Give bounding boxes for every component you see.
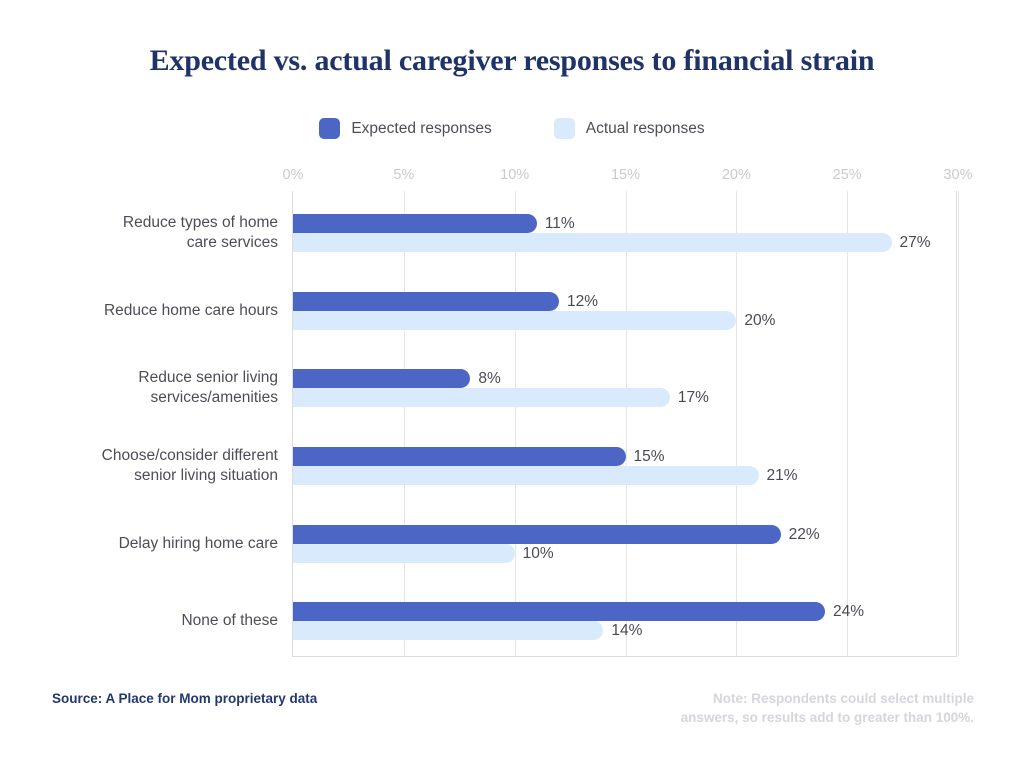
bar-actual[interactable] <box>293 621 604 641</box>
bar-actual[interactable] <box>293 233 892 252</box>
legend-label-0: Expected responses <box>351 119 492 137</box>
x-axis-tick-label: 20% <box>721 167 751 183</box>
bar-value-label: 8% <box>478 370 501 388</box>
x-axis-tick-label: 10% <box>500 167 530 183</box>
bar-expected[interactable] <box>293 291 559 311</box>
category-label: Delay hiring home care <box>20 534 278 554</box>
bar-group: 8% 17% <box>293 346 956 424</box>
category-label-line: None of these <box>181 612 278 630</box>
bar-value-label: 21% <box>766 467 798 484</box>
bar-actual[interactable] <box>293 388 670 408</box>
bar-expected[interactable] <box>293 447 626 466</box>
bar-actual[interactable] <box>293 466 759 485</box>
bar-value-label: 20% <box>744 311 776 329</box>
category-label-line: care services <box>186 234 278 251</box>
disclaimer-line-2: answers, so results add to greater than … <box>680 710 974 725</box>
bar-expected[interactable] <box>293 602 825 622</box>
x-axis-tick-label: 5% <box>393 167 415 183</box>
category-label: None of these <box>20 611 278 631</box>
category-label-line: senior living situation <box>134 467 278 484</box>
category-label: Reduce home care hours <box>20 301 278 321</box>
bar-group: 15% 21% <box>293 424 956 502</box>
legend-label-1: Actual responses <box>585 119 705 137</box>
x-axis-tick-label: 25% <box>832 167 862 183</box>
category-axis-labels: Reduce types of home care services Reduce … <box>20 191 278 657</box>
bar-actual[interactable] <box>293 310 737 330</box>
gridline-25% <box>847 191 849 656</box>
category-label-line: Delay hiring home care <box>118 534 278 552</box>
category-label: Choose/consider different senior living s… <box>20 446 278 486</box>
bar-expected[interactable] <box>293 214 537 233</box>
legend-item-1[interactable]: Actual responses <box>553 118 705 139</box>
bar-value-label: 10% <box>522 544 554 562</box>
bar-expected[interactable] <box>293 524 781 544</box>
legend-item-0[interactable]: Expected responses <box>319 118 492 139</box>
disclaimer-note: Note: Respondents could select multiple … <box>614 689 974 727</box>
bar-expected[interactable] <box>293 369 471 389</box>
bar-value-label: 14% <box>611 622 643 640</box>
x-axis-tick-label: 30% <box>943 167 973 183</box>
disclaimer-line-1: Note: Respondents could select multiple <box>712 691 974 706</box>
x-axis-tick-label: 0% <box>282 167 304 183</box>
category-label-line: Reduce senior living <box>138 369 278 387</box>
category-label: Reduce types of home care services <box>20 213 278 253</box>
bar-value-label: 11% <box>544 215 575 232</box>
bar-actual[interactable] <box>293 543 515 563</box>
category-label-line: Choose/consider different <box>101 447 278 464</box>
plot-wrapper: 0% 5% 10% 15% 20% 25% 30% 11% 27% 12% 20% 8% 17% 15% 2… <box>283 167 973 657</box>
bar-value-label: 15% <box>633 448 665 465</box>
gridline-30% <box>958 191 959 656</box>
bar-value-label: 12% <box>567 292 599 310</box>
bar-group: 12% 20% <box>293 269 956 347</box>
bar-group: 11% 27% <box>293 191 956 269</box>
page-title: Expected vs. actual caregiver responses … <box>149 44 875 77</box>
gridline-5% <box>403 191 405 656</box>
plot-area: 0% 5% 10% 15% 20% 25% 30% 11% 27% 12% 20% 8% 17% 15% 2… <box>283 167 973 657</box>
bar-group: 22% 10% <box>293 502 956 580</box>
category-label-line: Reduce types of home <box>122 214 278 231</box>
bar-group: 24% 14% <box>293 579 956 657</box>
gridline-10% <box>514 191 516 656</box>
gridline-15% <box>625 191 627 656</box>
category-label: Reduce senior living services/amenities <box>20 368 278 408</box>
bar-value-label: 17% <box>677 389 709 407</box>
bar-value-label: 24% <box>833 603 865 621</box>
category-label-line: Reduce home care hours <box>103 301 278 319</box>
chart-legend: Expected responses Actual responses <box>0 118 1024 139</box>
legend-swatch-actual <box>553 118 575 139</box>
gridline-20% <box>736 191 738 656</box>
bar-value-label: 27% <box>899 234 931 251</box>
legend-swatch-expected <box>319 118 341 139</box>
x-axis-tick-label: 15% <box>610 167 641 183</box>
bar-value-label: 22% <box>788 525 820 543</box>
source-note: Source: A Place for Mom proprietary data <box>52 691 318 706</box>
category-label-line: services/amenities <box>150 389 279 407</box>
